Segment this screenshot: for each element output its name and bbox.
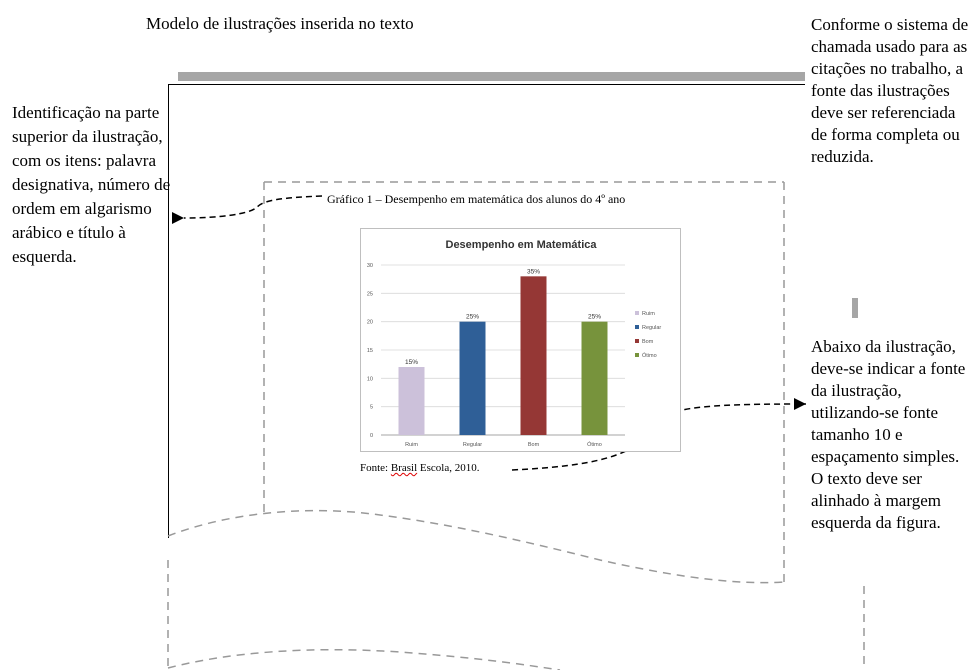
annotation-source-format: Abaixo da ilustração, deve-se indicar a … [811, 337, 966, 532]
page-left-edge [168, 84, 169, 538]
legend-swatch [635, 353, 639, 357]
data-label: 25% [466, 314, 479, 321]
data-label: 25% [588, 314, 601, 321]
y-tick-label: 20 [367, 320, 373, 326]
y-tick-label: 10 [367, 376, 373, 382]
x-tick-label: Regular [463, 442, 482, 448]
arrow-to-left-note [171, 195, 323, 225]
legend-label: Ruim [642, 311, 655, 317]
legend-swatch [635, 325, 639, 329]
bar [459, 321, 486, 435]
data-label: 35% [527, 268, 540, 275]
legend-swatch [635, 311, 639, 315]
x-tick-label: Ótimo [587, 441, 602, 448]
page-break-wave-1 [167, 509, 785, 584]
y-tick-label: 30 [367, 263, 373, 269]
bar [398, 367, 425, 435]
y-tick-label: 0 [370, 433, 373, 439]
bar [581, 321, 608, 435]
data-label: 15% [405, 359, 418, 366]
legend-label: Ótimo [642, 352, 657, 359]
x-tick-label: Bom [528, 442, 540, 448]
annotation-caption-position: Identificação na parte superior da ilust… [12, 103, 171, 266]
legend-label: Bom [642, 339, 654, 345]
page-heading: Modelo de ilustrações inserida no texto [146, 14, 414, 33]
annotation-source-reference: Conforme o sistema de chamada usado para… [811, 15, 969, 166]
y-tick-label: 15 [367, 348, 373, 354]
chart-canvas: Desempenho em Matemática 0 5 10 15 20 25 30 15% R… [367, 239, 662, 448]
x-tick-label: Ruim [405, 442, 418, 448]
legend-label: Regular [642, 325, 661, 331]
page-top-edge [168, 84, 805, 85]
bar-chart: Desempenho em Matemática 0 5 10 15 20 25 30 15% R… [360, 228, 681, 452]
bar [520, 276, 547, 435]
figure-caption: Gráfico 1 – Desempenho em matemática dos… [327, 192, 626, 206]
y-tick-label: 25 [367, 291, 373, 297]
y-tick-label: 5 [370, 405, 373, 411]
page-top-bar [178, 72, 805, 81]
page-break-wave-2 [167, 648, 561, 670]
source-underlined-word: Brasil [390, 462, 418, 474]
chart-title: Desempenho em Matemática [446, 239, 598, 251]
legend-swatch [635, 339, 639, 343]
source-prefix: Fonte: [360, 462, 391, 474]
source-suffix: Escola, 2010. [417, 462, 480, 474]
divider-mark [852, 298, 858, 318]
figure-source: Fonte: Brasil Escola, 2010. [360, 462, 479, 474]
